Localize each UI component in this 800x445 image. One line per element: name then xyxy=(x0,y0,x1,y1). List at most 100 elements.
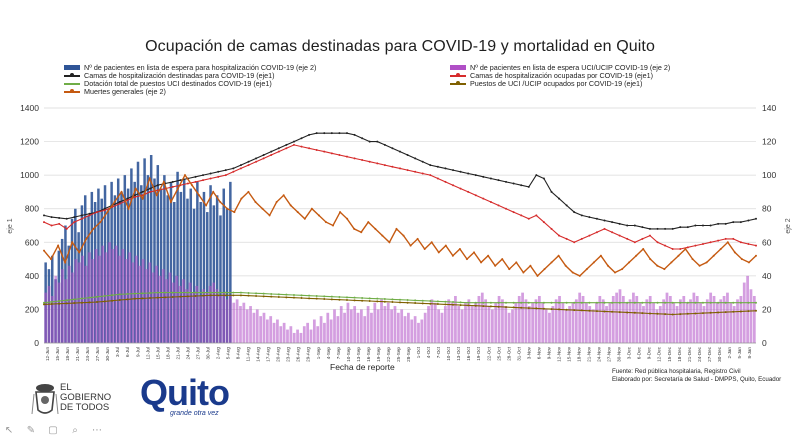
point-series-3 xyxy=(126,199,129,202)
zoom-icon[interactable]: ⌕ xyxy=(72,425,78,436)
x-tick-label: 12-Dec xyxy=(657,346,662,362)
point-series-2 xyxy=(679,226,682,229)
bar-lista-espera-uci xyxy=(218,296,222,343)
bar-lista-espera-uci xyxy=(524,299,528,343)
bar-lista-espera-uci xyxy=(188,282,192,343)
bar-lista-espera-uci xyxy=(521,292,524,343)
point-series-5 xyxy=(103,300,106,303)
x-tick-label: 4-Oct xyxy=(426,346,431,358)
bar-lista-espera-uci xyxy=(171,282,175,343)
x-tick-label: 18-Dec xyxy=(677,346,682,362)
point-series-5 xyxy=(277,296,280,299)
point-series-4 xyxy=(315,295,318,297)
x-axis-title: Fecha de reporte xyxy=(330,362,395,372)
point-series-6 xyxy=(324,221,327,224)
point-series-5 xyxy=(406,301,409,304)
bar-lista-espera-uci xyxy=(64,279,68,343)
bar-lista-espera-hosp xyxy=(173,202,176,343)
x-tick-label: 2-Jan xyxy=(727,347,732,359)
point-series-5 xyxy=(232,294,235,297)
point-series-4 xyxy=(300,294,303,297)
bar-lista-espera-uci xyxy=(276,319,279,343)
gobierno-text-line: EL xyxy=(60,382,72,393)
bar-lista-espera-uci xyxy=(665,292,669,343)
point-series-6 xyxy=(621,268,624,271)
point-series-6 xyxy=(458,248,461,250)
point-series-5 xyxy=(133,297,136,300)
bar-lista-espera-hosp xyxy=(229,181,232,343)
bar-lista-espera-uci xyxy=(229,296,232,343)
bar-lista-espera-uci xyxy=(494,302,498,343)
point-series-2 xyxy=(209,172,212,175)
point-series-4 xyxy=(732,301,735,304)
point-series-2 xyxy=(429,164,432,167)
bar-lista-espera-uci xyxy=(642,306,645,343)
bar-lista-espera-uci xyxy=(685,302,689,343)
legend-swatch xyxy=(450,81,466,85)
source-line: Fuente: Red pública hospitalaria, Regist… xyxy=(612,368,741,375)
point-series-4 xyxy=(671,301,674,304)
point-series-6 xyxy=(536,274,539,277)
point-series-3 xyxy=(209,177,212,180)
bar-lista-espera-uci xyxy=(309,329,313,343)
point-series-5 xyxy=(709,311,712,314)
x-tick-label: 10-Sep xyxy=(346,347,351,362)
pen-icon[interactable]: ✎ xyxy=(26,425,36,436)
bar-lista-espera-uci xyxy=(440,312,444,343)
point-series-5 xyxy=(300,297,303,300)
bar-lista-espera-uci xyxy=(326,312,330,343)
bar-lista-espera-uci xyxy=(450,302,454,343)
x-tick-label: 18-Nov xyxy=(577,346,582,362)
bar-lista-espera-uci xyxy=(138,265,142,343)
point-series-6 xyxy=(205,204,208,207)
point-series-6 xyxy=(557,254,560,257)
point-series-6 xyxy=(740,258,743,261)
bar-lista-espera-hosp xyxy=(189,188,193,343)
point-series-6 xyxy=(85,237,88,240)
x-tick-label: 8-Jan xyxy=(747,347,752,359)
point-series-5 xyxy=(603,310,606,313)
point-series-6 xyxy=(550,261,553,264)
bar-lista-espera-hosp xyxy=(206,212,209,343)
point-series-6 xyxy=(451,254,454,257)
point-series-6 xyxy=(212,190,215,193)
x-tick-label: 24-Dec xyxy=(697,346,702,362)
point-series-2 xyxy=(103,207,106,210)
point-series-4 xyxy=(383,298,386,301)
bar-lista-espera-uci xyxy=(407,312,410,343)
viewer-toolbar: ↖ ✎ ▢ ⌕ ⋯ xyxy=(2,423,122,439)
point-series-5 xyxy=(686,312,689,315)
x-tick-label: 27-Jul xyxy=(195,347,200,360)
more-icon[interactable]: ⋯ xyxy=(92,425,102,436)
slides-icon[interactable]: ▢ xyxy=(48,425,58,436)
point-series-4 xyxy=(709,301,712,304)
point-series-4 xyxy=(202,291,205,294)
x-tick-label: 22-Sep xyxy=(386,347,391,362)
point-series-5 xyxy=(429,302,432,305)
point-series-3 xyxy=(626,237,629,240)
point-series-3 xyxy=(580,237,583,240)
bar-lista-espera-uci xyxy=(635,296,639,343)
bar-lista-espera-uci xyxy=(94,249,98,343)
point-series-5 xyxy=(626,311,629,314)
bar-lista-espera-uci xyxy=(282,322,286,343)
point-series-3 xyxy=(686,246,689,249)
point-series-4 xyxy=(641,301,644,304)
point-series-6 xyxy=(183,174,186,177)
point-series-3 xyxy=(376,162,379,165)
point-series-2 xyxy=(88,212,91,215)
point-series-4 xyxy=(171,291,174,294)
bar-lista-espera-hosp xyxy=(225,208,229,343)
x-tick-label: 28-Sep xyxy=(406,347,411,362)
x-tick-label: 5-Aug xyxy=(226,347,231,360)
x-tick-label: 16-Oct xyxy=(466,346,471,361)
point-series-4 xyxy=(277,293,280,296)
point-series-4 xyxy=(414,299,417,302)
point-series-6 xyxy=(99,221,102,224)
bar-lista-espera-uci xyxy=(289,326,293,343)
bar-lista-espera-uci xyxy=(339,306,343,343)
point-series-6 xyxy=(402,234,405,237)
point-series-4 xyxy=(338,296,341,299)
point-series-5 xyxy=(50,303,53,306)
pointer-icon[interactable]: ↖ xyxy=(4,425,14,436)
